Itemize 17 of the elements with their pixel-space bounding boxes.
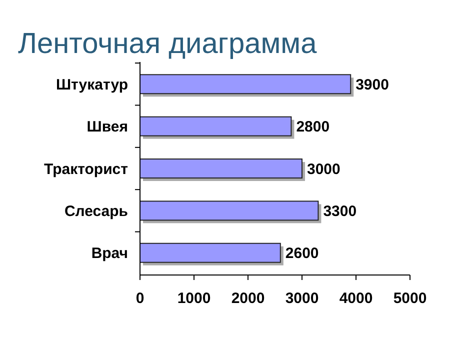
x-tick-label: 4000 <box>339 290 373 307</box>
x-tick-label: 5000 <box>393 290 427 307</box>
data-label: 2600 <box>285 245 319 262</box>
y-tick-label: Штукатур <box>56 76 128 94</box>
chart-title: Ленточная диаграмма <box>18 28 318 60</box>
x-tick-label: 3000 <box>285 290 319 307</box>
data-label: 3000 <box>307 160 340 178</box>
y-tick-label: Слесарь <box>64 202 128 220</box>
x-tick-label: 2000 <box>231 290 265 307</box>
x-tick-label: 0 <box>136 290 144 307</box>
data-label: 2800 <box>296 118 330 136</box>
y-tick-label: Врач <box>91 245 128 262</box>
y-tick-label: Тракторист <box>44 160 128 178</box>
data-label: 3300 <box>323 202 357 220</box>
y-tick-label: Швея <box>86 118 128 136</box>
data-label: 3900 <box>356 76 389 94</box>
x-tick-label: 1000 <box>177 290 211 307</box>
